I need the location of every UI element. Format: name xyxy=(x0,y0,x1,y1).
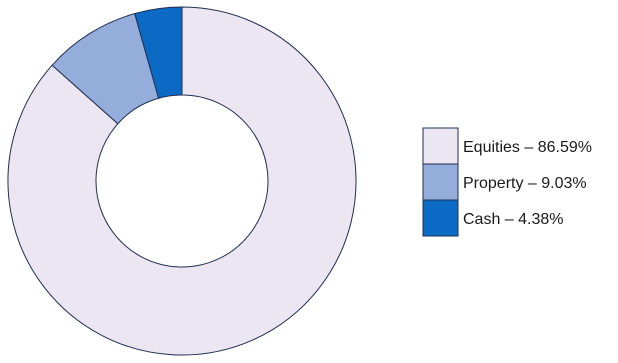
legend-swatch-cash xyxy=(423,200,458,236)
legend-label-cash: Cash – 4.38% xyxy=(463,211,564,228)
legend-item-cash: Cash – 4.38% xyxy=(423,200,564,236)
legend-label-property: Property – 9.03% xyxy=(463,175,587,192)
donut-slices xyxy=(8,7,356,355)
legend-item-property: Property – 9.03% xyxy=(423,164,587,200)
legend-label-equities: Equities – 86.59% xyxy=(463,139,592,156)
legend-item-equities: Equities – 86.59% xyxy=(423,128,592,164)
legend-swatch-property xyxy=(423,164,458,200)
legend-swatch-equities xyxy=(423,128,458,164)
legend: Equities – 86.59% Property – 9.03% Cash – … xyxy=(423,128,592,236)
